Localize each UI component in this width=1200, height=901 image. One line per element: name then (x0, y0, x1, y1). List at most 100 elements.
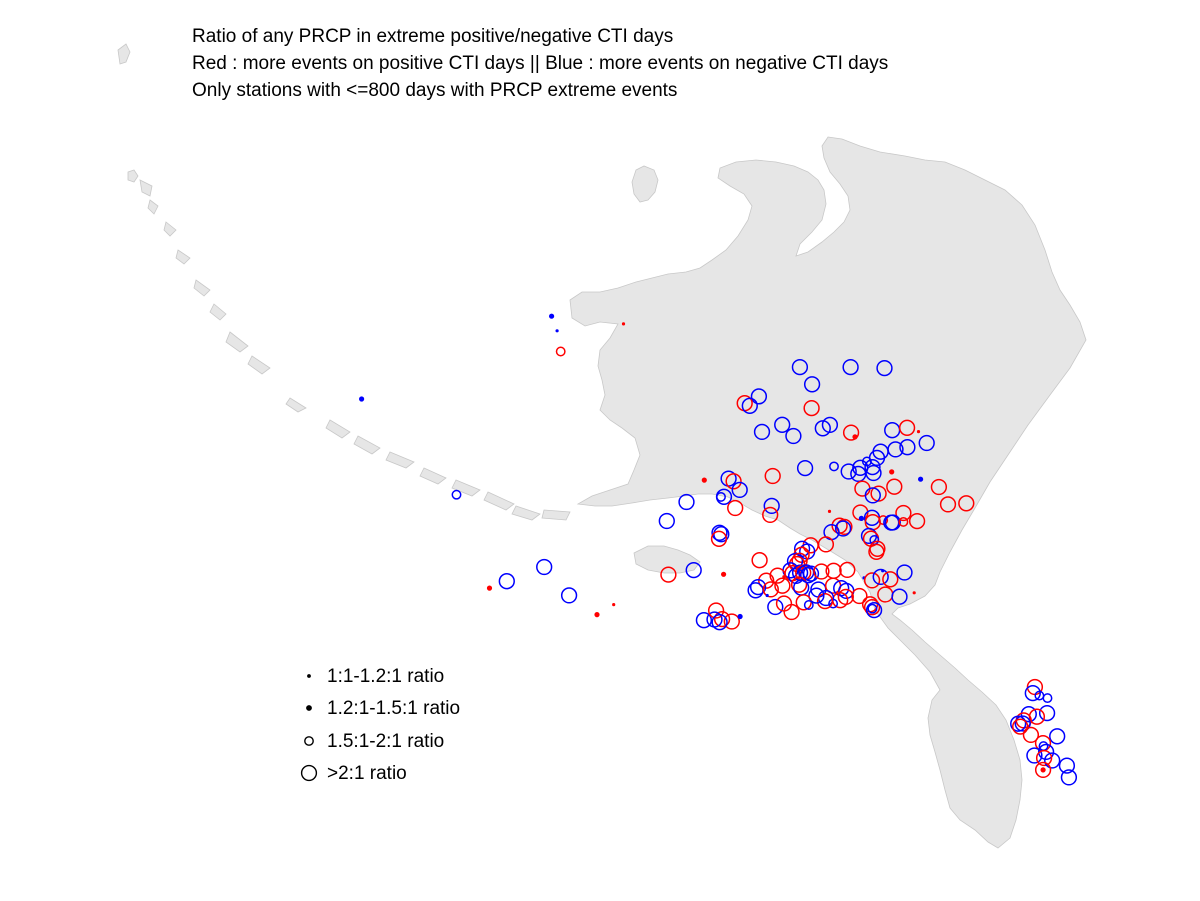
station-marker (796, 459, 814, 477)
station-marker (1035, 749, 1053, 767)
station-marker (785, 427, 802, 445)
station-marker (1044, 752, 1061, 769)
station-marker (1028, 708, 1046, 725)
station-marker (737, 613, 743, 620)
aleutian-chain (139, 179, 571, 521)
station-marker (889, 469, 895, 475)
station-marker (863, 599, 881, 616)
station-marker (747, 582, 764, 599)
station-marker (842, 424, 860, 441)
station-marker (720, 571, 727, 577)
station-marker (731, 481, 748, 499)
station-marker (678, 493, 695, 511)
legend-item-size-1: 1:1-1.2:1 ratio (307, 666, 444, 687)
station-marker (1042, 693, 1053, 704)
station-marker (899, 439, 916, 456)
station-marker (802, 565, 820, 582)
station-marker (790, 576, 808, 593)
title-line-3: Only stations with <=800 days with PRCP … (192, 80, 677, 101)
station-marker (895, 504, 912, 522)
station-marker (762, 506, 779, 524)
station-marker (827, 509, 832, 513)
st-lawrence-island (631, 165, 659, 203)
station-marker (878, 515, 889, 526)
station-marker (486, 585, 493, 591)
station-marker (749, 578, 767, 596)
station-marker (767, 598, 784, 616)
station-marker (1010, 715, 1027, 732)
station-marker (840, 463, 857, 480)
station-markers (358, 313, 1078, 786)
station-marker (958, 495, 975, 512)
station-marker (791, 358, 809, 376)
station-marker (863, 572, 881, 589)
station-marker (701, 477, 707, 483)
station-marker (808, 587, 825, 604)
station-marker (839, 561, 856, 579)
station-marker (868, 543, 885, 560)
station-marker (917, 476, 924, 482)
station-marker (763, 497, 780, 515)
station-marker (695, 612, 713, 629)
station-marker (621, 322, 626, 326)
station-marker (451, 489, 462, 500)
station-marker (886, 478, 903, 495)
station-marker (758, 572, 775, 589)
alaska-landmass (117, 43, 1087, 849)
station-marker (762, 581, 779, 598)
title-block: Ratio of any PRCP in extreme positive/ne… (192, 26, 888, 101)
station-marker (1020, 706, 1037, 723)
station-marker (548, 313, 555, 319)
station-marker (918, 434, 935, 452)
station-marker (658, 512, 675, 530)
station-marker (864, 458, 881, 476)
station-marker (711, 614, 728, 631)
mainland-alaska (569, 136, 1087, 849)
station-marker (783, 603, 800, 621)
station-marker (594, 611, 600, 618)
station-marker (775, 595, 793, 612)
station-marker (884, 514, 901, 531)
station-marker (769, 567, 786, 584)
station-marker (803, 399, 820, 417)
station-marker (851, 587, 868, 605)
station-marker (912, 591, 916, 595)
legend-label: 1.2:1-1.5:1 ratio (327, 698, 460, 719)
station-marker (498, 573, 515, 590)
station-marker (711, 524, 728, 541)
station-marker (753, 423, 771, 441)
station-marker (916, 429, 921, 434)
station-marker (872, 568, 889, 586)
station-marker (867, 603, 878, 614)
station-marker (816, 592, 834, 610)
station-marker (713, 610, 731, 628)
station-marker (723, 613, 740, 630)
station-marker (898, 419, 916, 436)
station-marker (1058, 757, 1076, 774)
legend: 1:1-1.2:1 ratio 1.2:1-1.5:1 ratio 1.5:1-… (300, 666, 460, 784)
station-marker (725, 473, 742, 490)
pribilof-islands (127, 169, 139, 183)
station-marker (876, 359, 893, 377)
station-marker (716, 491, 726, 502)
station-marker (842, 358, 859, 376)
nunivak-island (633, 545, 701, 574)
station-marker (685, 561, 702, 579)
station-marker (727, 499, 744, 517)
legend-marker (306, 705, 312, 711)
station-marker (813, 563, 830, 580)
station-marker (660, 566, 677, 583)
station-marker (555, 329, 559, 333)
station-marker (1034, 761, 1052, 779)
station-marker (741, 397, 758, 414)
station-marker (1060, 769, 1078, 786)
legend-item-size-4: >2:1 ratio (300, 763, 407, 784)
legend-item-size-3: 1.5:1-2:1 ratio (304, 731, 444, 752)
station-marker (898, 516, 909, 527)
station-marker (891, 588, 908, 605)
station-marker (858, 515, 865, 522)
station-marker (560, 587, 578, 604)
station-marker (710, 530, 728, 547)
station-marker (765, 593, 769, 598)
